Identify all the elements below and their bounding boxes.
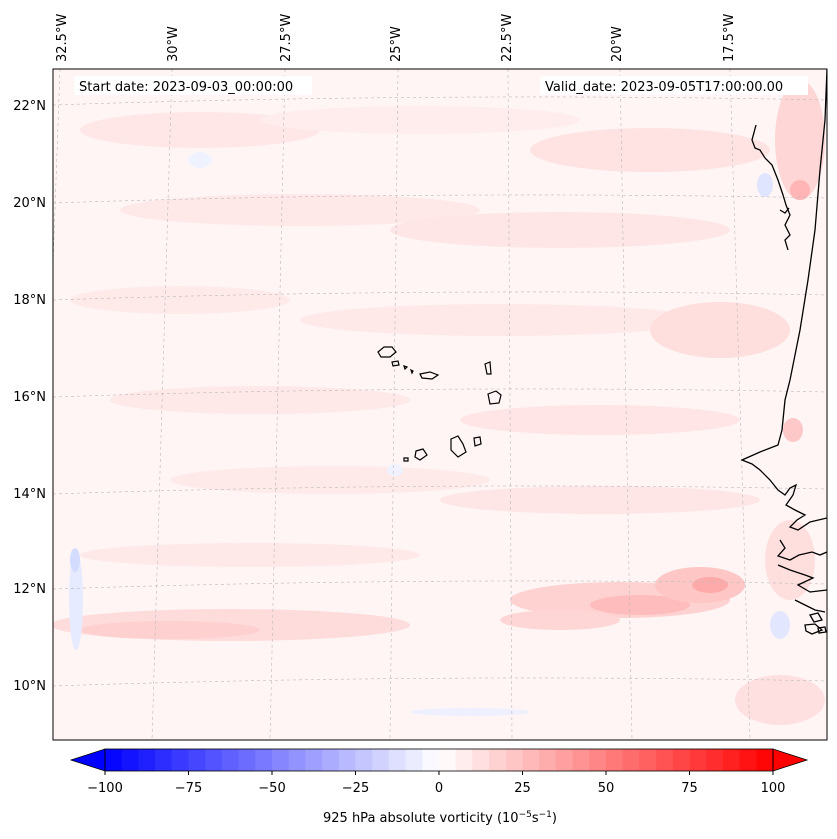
longitude-labels: 32.5°W 30°W 27.5°W 25°W 22.5°W 20°W 17.5… — [55, 14, 737, 62]
colorbar-band — [656, 749, 674, 771]
lat-label-18n: 18°N — [13, 293, 46, 308]
lat-label-22n: 22°N — [13, 99, 46, 114]
colorbar-band — [305, 749, 323, 771]
colorbar-band — [322, 749, 340, 771]
colorbar-tick-label: 50 — [598, 781, 615, 796]
colorbar-tick-label: −50 — [258, 781, 285, 796]
colorbar-title: 925 hPa absolute vorticity (10−5s−1) — [323, 810, 557, 826]
colorbar-band — [639, 749, 657, 771]
lat-label-12n: 12°N — [13, 582, 46, 597]
colorbar-band — [422, 749, 440, 771]
colorbar-band — [739, 749, 757, 771]
colorbar-band — [221, 749, 239, 771]
latitude-labels: 22°N 20°N 18°N 16°N 14°N 12°N 10°N — [13, 99, 46, 694]
colorbar-ticks: −100 −75 −50 −25 0 25 50 75 100 — [87, 771, 785, 796]
colorbar-band — [722, 749, 740, 771]
colorbar-band — [505, 749, 523, 771]
colorbar-band — [455, 749, 473, 771]
graticule — [53, 69, 827, 740]
colorbar-band — [622, 749, 640, 771]
map-frame — [52, 68, 828, 741]
start-date-box — [74, 76, 312, 95]
colorbar-band — [589, 749, 607, 771]
lat-label-14n: 14°N — [13, 487, 46, 502]
lon-label-22-5w: 22.5°W — [500, 14, 515, 62]
colorbar-band — [756, 749, 774, 771]
colorbar-tick-label: 100 — [761, 781, 786, 796]
lon-label-20w: 20°W — [610, 26, 625, 62]
colorbar-band — [205, 749, 223, 771]
valid-date-box — [540, 76, 808, 95]
colorbar-tick-label: −100 — [87, 781, 123, 796]
map-panel — [53, 69, 827, 740]
colorbar-band — [121, 749, 139, 771]
colorbar-band — [472, 749, 490, 771]
start-date-label: Start date: 2023-09-03_00:00:00 — [79, 80, 293, 95]
colorbar-tick-label: 75 — [681, 781, 698, 796]
colorbar-band — [405, 749, 423, 771]
lon-label-32-5w: 32.5°W — [55, 14, 70, 62]
colorbar-band — [188, 749, 206, 771]
colorbar-band — [555, 749, 573, 771]
colorbar-bands — [105, 749, 774, 771]
valid-date-label: Valid_date: 2023-09-05T17:00:00.00 — [545, 80, 783, 95]
colorbar-band — [338, 749, 356, 771]
colorbar-band — [355, 749, 373, 771]
colorbar-max-extension — [772, 748, 809, 772]
colorbar-band — [689, 749, 707, 771]
vorticity-field — [53, 80, 825, 725]
colorbar-tick-label: −25 — [342, 781, 369, 796]
colorbar-band — [489, 749, 507, 771]
colorbar-band — [439, 749, 457, 771]
lon-label-25w: 25°W — [389, 26, 404, 62]
colorbar-band — [105, 749, 123, 771]
lat-label-16n: 16°N — [13, 390, 46, 405]
africa-coastline — [740, 69, 827, 635]
colorbar-tick-label: 0 — [435, 781, 443, 796]
colorbar-band — [672, 749, 690, 771]
lon-label-27-5w: 27.5°W — [279, 14, 294, 62]
colorbar-band — [606, 749, 624, 771]
colorbar-band — [255, 749, 273, 771]
colorbar-band — [155, 749, 173, 771]
colorbar-band — [388, 749, 406, 771]
cape-verde-islands — [377, 346, 502, 462]
lat-label-10n: 10°N — [13, 679, 46, 694]
colorbar-tick-label: −75 — [175, 781, 202, 796]
colorbar-band — [238, 749, 256, 771]
colorbar-band — [539, 749, 557, 771]
colorbar: −100 −75 −50 −25 0 25 50 75 100 925 hPa … — [69, 748, 809, 826]
lon-label-30w: 30°W — [166, 26, 181, 62]
colorbar-band — [522, 749, 540, 771]
colorbar-band — [272, 749, 290, 771]
colorbar-band — [372, 749, 390, 771]
colorbar-tick-label: 25 — [514, 781, 531, 796]
colorbar-band — [706, 749, 724, 771]
colorbar-min-extension — [69, 748, 106, 772]
colorbar-band — [572, 749, 590, 771]
lat-label-20n: 20°N — [13, 196, 46, 211]
colorbar-band — [171, 749, 189, 771]
lon-label-17-5w: 17.5°W — [722, 14, 737, 62]
colorbar-band — [288, 749, 306, 771]
colorbar-band — [138, 749, 156, 771]
